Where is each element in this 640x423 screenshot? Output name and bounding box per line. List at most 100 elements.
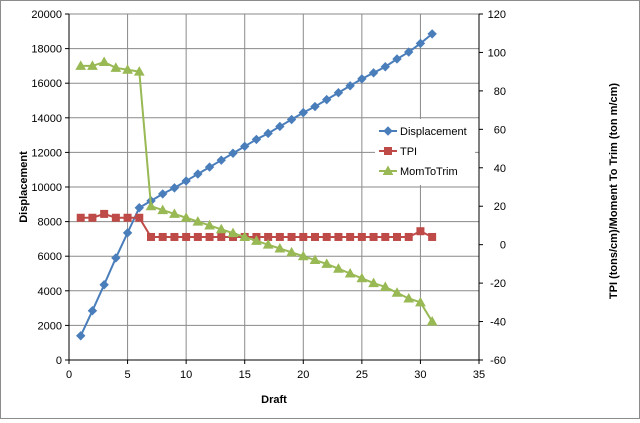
data-point-tpi — [158, 232, 167, 241]
data-point-tpi — [346, 232, 355, 241]
data-point-displacement — [427, 29, 437, 39]
data-point-tpi — [88, 213, 97, 222]
series-line-momtotrim — [80, 60, 433, 323]
data-point-displacement — [158, 189, 168, 199]
data-point-momtotrim — [98, 56, 110, 67]
data-point-displacement — [251, 134, 262, 145]
data-point-momtotrim — [192, 216, 204, 226]
y2-tick-label: 120 — [488, 9, 506, 21]
data-point-momtotrim — [122, 64, 133, 74]
data-point-tpi — [100, 209, 109, 218]
series-momtotrim — [75, 56, 438, 326]
data-point-displacement — [380, 62, 390, 72]
data-point-tpi — [111, 213, 120, 222]
data-point-displacement — [181, 176, 191, 186]
data-point-displacement — [415, 38, 426, 49]
data-point-tpi — [404, 232, 413, 241]
data-point-momtotrim — [356, 272, 368, 283]
data-point-displacement — [392, 54, 402, 64]
data-point-tpi — [135, 213, 144, 222]
data-point-displacement — [216, 155, 226, 165]
data-point-momtotrim — [110, 62, 122, 72]
data-point-tpi — [334, 232, 343, 241]
y2-tick-label: 80 — [494, 86, 506, 98]
axes-layer: 0200040006000800010000120001400016000180… — [31, 9, 506, 381]
data-point-momtotrim — [87, 60, 98, 70]
legend-label-momtotrim: MomToTrim — [400, 166, 458, 178]
legend-marker-tpi — [384, 147, 392, 155]
legend-marker-momtotrim — [382, 165, 394, 175]
data-point-displacement — [368, 68, 379, 78]
data-point-momtotrim — [379, 281, 391, 291]
data-point-momtotrim — [157, 204, 169, 215]
y-tick-label: 4000 — [38, 286, 62, 298]
data-point-tpi — [193, 232, 202, 241]
x-tick-label: 10 — [180, 369, 192, 381]
data-point-momtotrim — [251, 235, 262, 245]
grid-layer — [68, 13, 480, 361]
data-point-momtotrim — [309, 254, 321, 265]
data-point-tpi — [123, 213, 132, 222]
legend-marker-displacement — [383, 126, 393, 136]
data-point-tpi — [369, 232, 378, 241]
legend: Displacement TPI MomToTrim — [375, 119, 475, 185]
x-tick-label: 0 — [66, 369, 72, 381]
data-point-momtotrim — [227, 227, 239, 238]
data-point-displacement — [169, 183, 180, 193]
data-point-tpi — [182, 232, 191, 241]
y-tick-label: 14000 — [31, 113, 62, 125]
y2-tick-label: 60 — [494, 124, 506, 136]
y-tick-label: 12000 — [31, 147, 62, 159]
data-point-tpi — [393, 232, 401, 241]
data-point-displacement — [122, 228, 133, 238]
data-point-tpi — [217, 232, 226, 241]
data-point-tpi — [428, 232, 437, 241]
data-point-tpi — [275, 232, 284, 241]
data-point-displacement — [322, 94, 332, 105]
y-tick-label: 0 — [56, 355, 62, 367]
series-layer — [75, 29, 438, 341]
data-point-tpi — [287, 232, 296, 241]
data-point-momtotrim — [321, 258, 333, 268]
series-displacement — [76, 29, 437, 341]
y2-tick-label: -40 — [490, 317, 506, 329]
data-point-tpi — [147, 232, 155, 241]
data-point-tpi — [299, 232, 308, 241]
data-point-momtotrim — [133, 66, 145, 76]
data-point-displacement — [345, 81, 355, 91]
y2-tick-label: 20 — [494, 201, 506, 213]
x-tick-label: 30 — [414, 369, 426, 381]
data-point-momtotrim — [368, 277, 379, 288]
data-point-displacement — [228, 148, 238, 158]
data-point-displacement — [404, 47, 414, 57]
y2-tick-label: -20 — [490, 278, 506, 290]
data-point-displacement — [134, 203, 144, 213]
legend-label-displacement: Displacement — [400, 126, 467, 138]
data-point-momtotrim — [75, 60, 87, 70]
x-tick-label: 20 — [297, 369, 309, 381]
data-point-momtotrim — [415, 296, 426, 307]
data-point-momtotrim — [180, 212, 192, 222]
y2-tick-label: -60 — [490, 355, 506, 367]
x-tick-label: 25 — [356, 369, 368, 381]
y2-tick-label: 100 — [488, 47, 506, 59]
y-tick-label: 2000 — [38, 320, 62, 332]
data-point-momtotrim — [274, 242, 286, 253]
data-point-momtotrim — [215, 223, 227, 234]
y2-axis-title: TPI (tons/cm)/Moment To Trim (ton m/cm) — [608, 83, 620, 299]
data-point-momtotrim — [344, 267, 356, 278]
data-point-tpi — [311, 232, 319, 241]
data-point-displacement — [310, 101, 320, 112]
data-point-momtotrim — [286, 246, 297, 257]
data-point-displacement — [357, 74, 367, 84]
data-point-displacement — [204, 162, 215, 172]
y-tick-label: 8000 — [38, 217, 62, 229]
data-point-tpi — [322, 232, 331, 241]
data-point-tpi — [170, 232, 179, 241]
y-tick-label: 18000 — [31, 44, 62, 56]
data-point-tpi — [381, 232, 390, 241]
data-point-tpi — [205, 232, 214, 241]
data-point-displacement — [111, 253, 121, 263]
